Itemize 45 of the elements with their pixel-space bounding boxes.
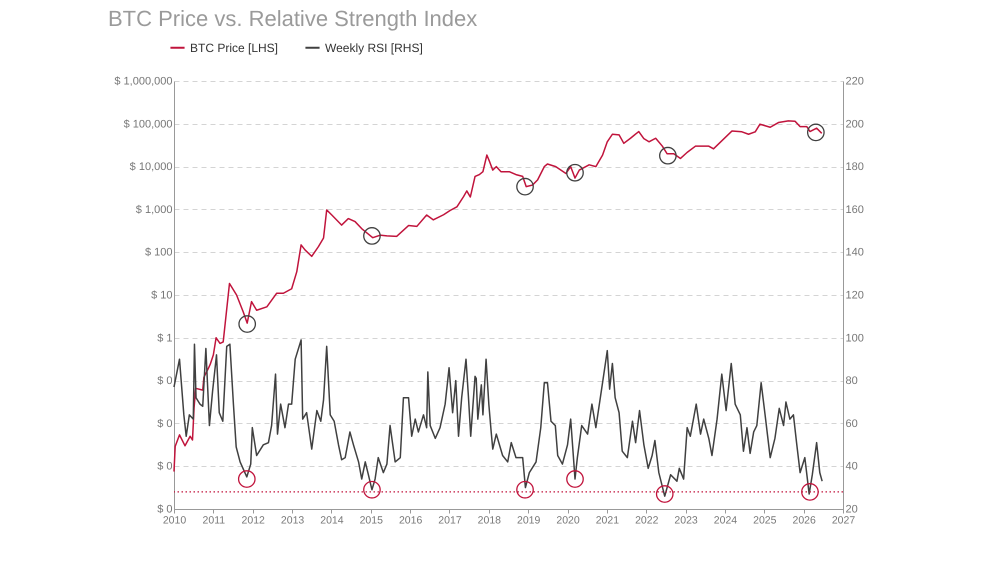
y-tick-label: $ 100,000 bbox=[124, 118, 172, 130]
legend-label: Weekly RSI [RHS] bbox=[325, 40, 423, 55]
y-tick-label: $ 10,000 bbox=[130, 161, 172, 174]
x-tick-label: 2015 bbox=[360, 514, 384, 526]
y2-tick-label: 40 bbox=[846, 460, 858, 473]
y-tick-label: $ 0 bbox=[157, 418, 172, 430]
x-tick-label: 2011 bbox=[202, 514, 226, 526]
x-tick-label: 2026 bbox=[792, 514, 816, 526]
x-tick-label: 2021 bbox=[596, 514, 620, 526]
x-tick-label: 2024 bbox=[714, 514, 738, 526]
y2-tick-label: 140 bbox=[846, 246, 864, 259]
x-tick-label: 2019 bbox=[516, 514, 541, 526]
y2-tick-label: 100 bbox=[846, 332, 864, 344]
chart-title: BTC Price vs. Relative Strength Index bbox=[108, 6, 478, 31]
y-tick-label: $ 100 bbox=[144, 246, 172, 259]
y2-tick-label: 20 bbox=[846, 504, 858, 516]
line-series bbox=[173, 339, 823, 497]
x-tick-label: 2017 bbox=[438, 514, 462, 526]
y-tick-label: $ 10 bbox=[151, 290, 172, 302]
x-tick-label: 2010 bbox=[162, 514, 186, 526]
y2-tick-label: 220 bbox=[846, 76, 864, 88]
x-tick-label: 2016 bbox=[398, 514, 422, 526]
x-tick-label: 2014 bbox=[320, 514, 344, 526]
y2-tick-label: 80 bbox=[846, 375, 858, 388]
x-tick-label: 2022 bbox=[635, 514, 659, 526]
y-tick-label: $ 0 bbox=[157, 504, 172, 516]
y-tick-label: $ 0 bbox=[157, 375, 172, 388]
x-tick-label: 2020 bbox=[556, 514, 580, 526]
line-series bbox=[173, 120, 822, 472]
x-tick-label: 2027 bbox=[832, 514, 856, 526]
x-tick-label: 2023 bbox=[674, 514, 698, 526]
y-tick-label: $ 1 bbox=[157, 332, 172, 344]
x-tick-label: 2025 bbox=[753, 514, 777, 526]
x-tick-label: 2012 bbox=[242, 514, 266, 526]
y2-tick-label: 120 bbox=[846, 290, 864, 302]
y-tick-label: $ 1,000 bbox=[136, 204, 172, 216]
y2-tick-label: 180 bbox=[846, 161, 864, 174]
y-tick-label: $ 0 bbox=[157, 460, 172, 473]
y2-tick-label: 200 bbox=[846, 118, 864, 130]
y-tick-label: $ 1,000,000 bbox=[114, 76, 172, 88]
x-tick-label: 2018 bbox=[478, 514, 502, 526]
y2-tick-label: 60 bbox=[846, 418, 858, 430]
y2-tick-label: 160 bbox=[846, 204, 864, 216]
legend-label: BTC Price [LHS] bbox=[190, 40, 278, 55]
x-tick-label: 2013 bbox=[280, 514, 304, 526]
